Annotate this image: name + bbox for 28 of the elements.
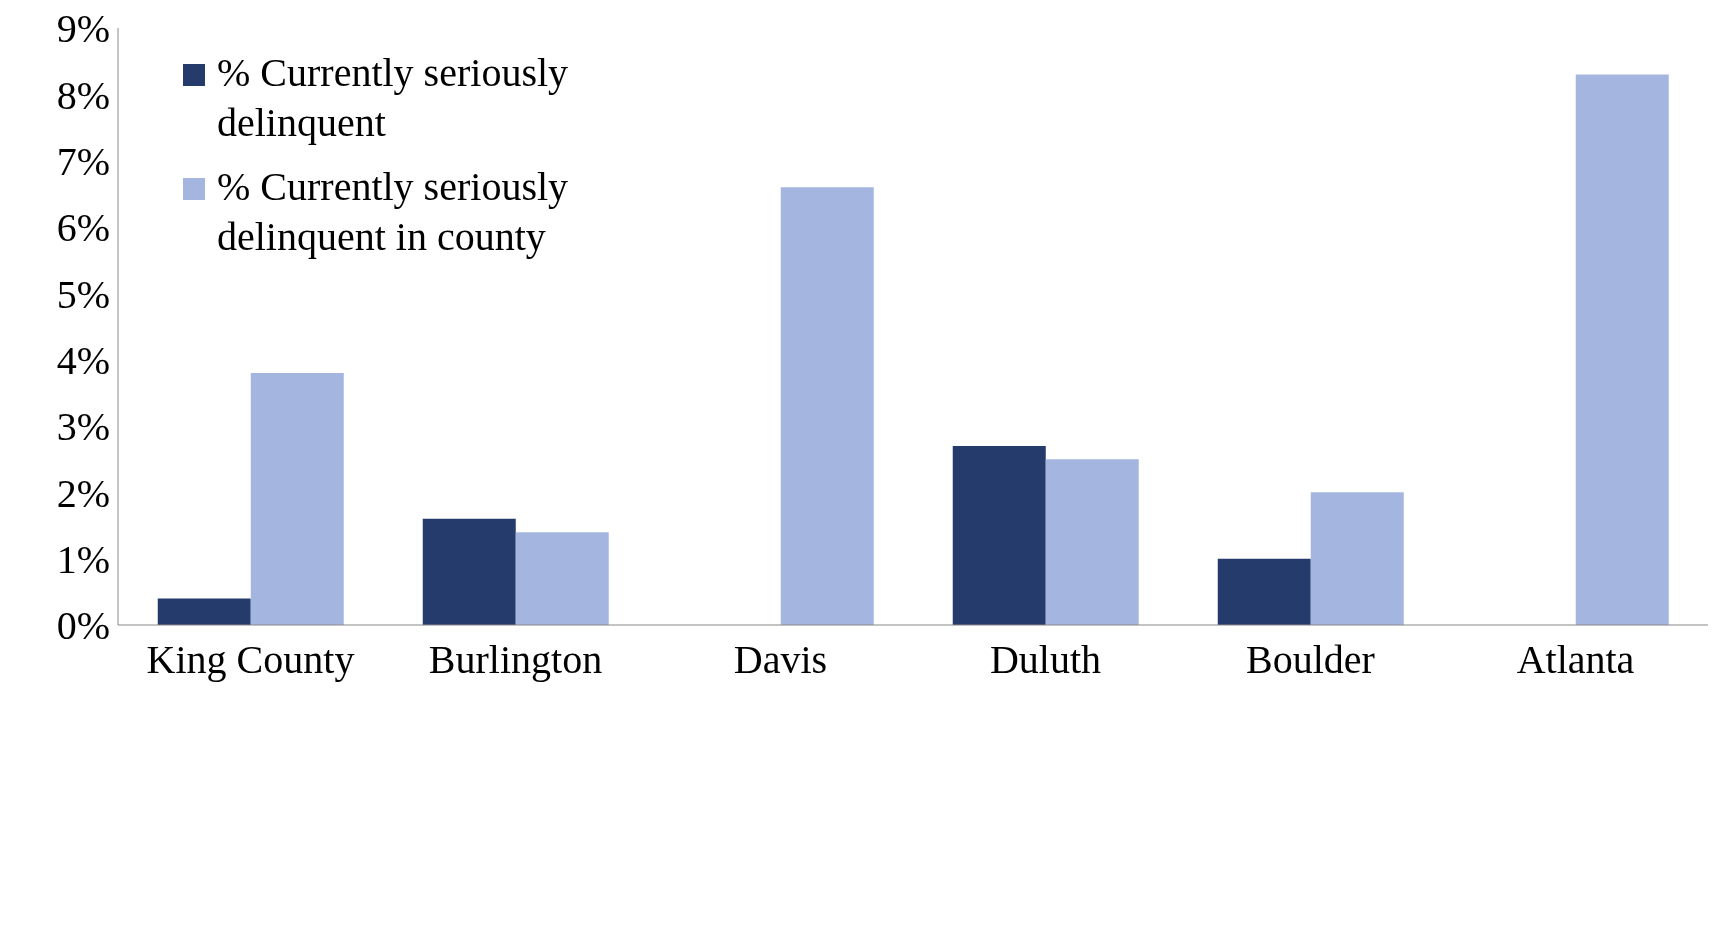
- bar: [422, 518, 516, 625]
- y-tick-label: 0%: [56, 603, 110, 649]
- x-tick-label: Boulder: [1246, 637, 1375, 683]
- bar: [1217, 558, 1311, 625]
- y-tick-label: 7%: [56, 138, 110, 184]
- bar: [1575, 74, 1669, 625]
- bar: [250, 372, 344, 625]
- bar: [1310, 492, 1404, 625]
- y-tick-label: 2%: [56, 470, 110, 516]
- y-tick-label: 9%: [56, 6, 110, 52]
- y-tick-label: 3%: [56, 404, 110, 450]
- legend-label: % Currently seriously delinquent in county: [217, 163, 570, 261]
- bar: [1045, 459, 1139, 625]
- x-tick-label: Burlington: [428, 637, 603, 683]
- x-tick-label: King County: [146, 637, 355, 683]
- bar: [157, 598, 251, 625]
- y-tick-label: 4%: [56, 337, 110, 383]
- bar: [515, 532, 609, 625]
- bar: [952, 445, 1046, 625]
- y-tick-label: 5%: [56, 271, 110, 317]
- y-tick-label: 8%: [56, 72, 110, 118]
- x-tick-label: Atlanta: [1516, 637, 1635, 683]
- x-tick-label: Duluth: [989, 637, 1102, 683]
- legend-label: % Currently seriously delinquent: [217, 49, 570, 147]
- x-tick-label: Davis: [733, 637, 828, 683]
- bar: [780, 187, 874, 625]
- y-tick-label: 1%: [56, 536, 110, 582]
- y-tick-label: 6%: [56, 205, 110, 251]
